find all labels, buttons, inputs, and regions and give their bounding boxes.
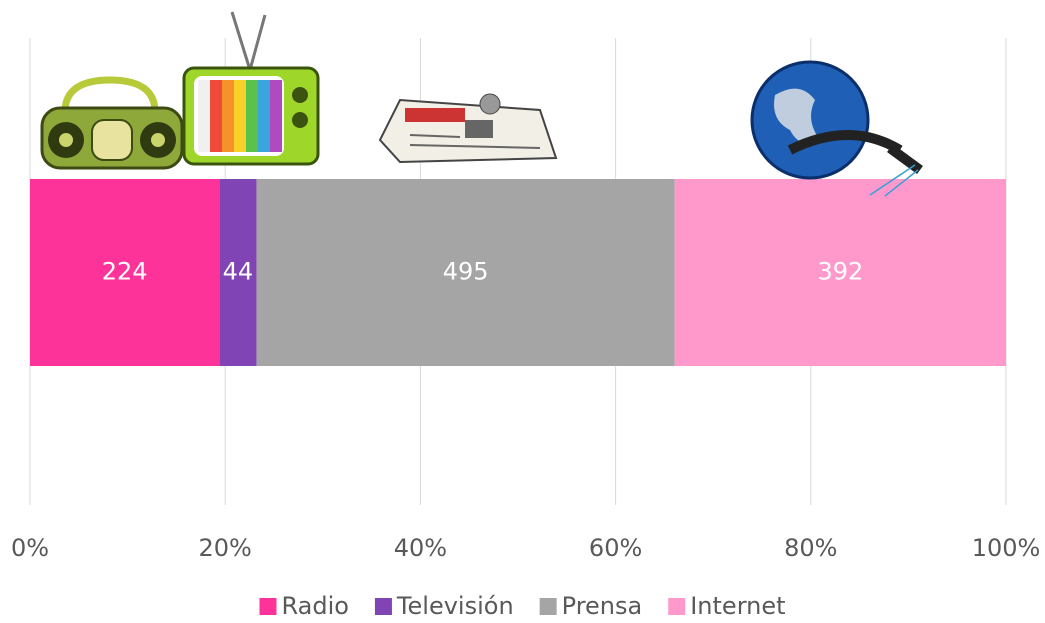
legend-swatch [668,598,686,615]
newspaper-icon [378,93,558,164]
legend-swatch [539,598,557,615]
value-label: 44 [223,258,254,286]
legend-item: Radio [259,592,349,620]
legend-label: Internet [690,592,785,619]
legend-item: Televisión [374,592,514,620]
x-tick-label: 60% [589,534,642,562]
bar-segment [256,179,675,366]
legend-item: Internet [668,592,786,620]
bar-segment [30,179,220,366]
value-label: 495 [443,258,489,286]
x-tick-label: 100% [972,534,1041,562]
legend-swatch [374,598,392,615]
value-label: 224 [102,258,148,286]
x-tick-label: 0% [11,534,49,562]
legend-label: Televisión [396,592,514,619]
bar-segment [219,179,257,366]
x-tick-label: 20% [199,534,252,562]
tv-icon [182,11,320,166]
globe-icon [750,60,923,197]
legend-label: Radio [281,592,348,619]
bars: 224 44 495 392 [30,179,1006,366]
legend-label: Prensa [562,592,643,619]
legend-swatch [259,598,277,615]
legend: Radio Televisión Prensa Internet [259,592,786,620]
radio-icon [40,76,184,170]
bar-segment [674,179,1006,366]
x-tick-label: 80% [784,534,837,562]
x-tick-label: 40% [394,534,447,562]
value-label: 392 [817,258,863,286]
legend-item: Prensa [539,592,643,620]
